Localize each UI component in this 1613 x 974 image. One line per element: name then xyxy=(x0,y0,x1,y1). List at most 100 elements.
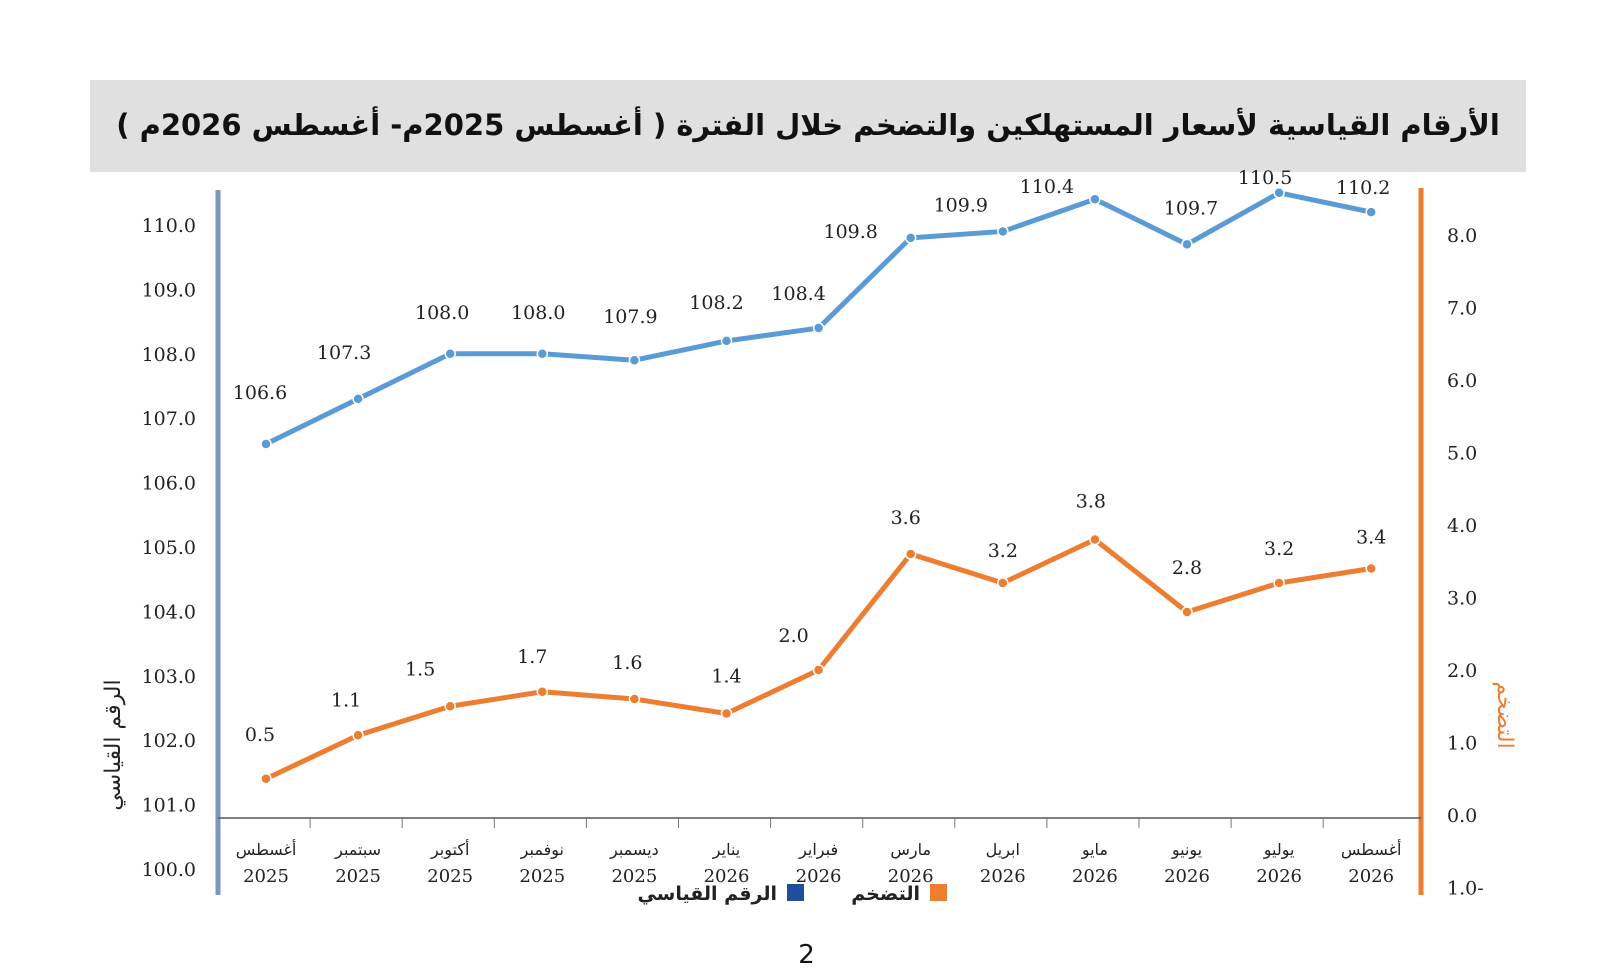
x-tick-label-month: سبتمبر xyxy=(334,840,381,860)
y-left-tick-label: 110.0 xyxy=(142,215,196,237)
x-tick-label-year: 2025 xyxy=(611,866,657,887)
index-point xyxy=(628,354,641,366)
inflation-point xyxy=(1089,533,1101,546)
index-point xyxy=(1365,206,1377,218)
index-point xyxy=(997,225,1009,238)
y-right-tick-label: 3.0 xyxy=(1447,588,1477,610)
y-left-tick-label: 101.0 xyxy=(142,795,196,817)
y-right-tick-label: 4.0 xyxy=(1447,515,1477,537)
inflation-point xyxy=(536,686,549,698)
index-data-label: 107.3 xyxy=(317,342,371,364)
y-right-tick-label: 1.0- xyxy=(1447,878,1484,900)
chart-lines xyxy=(260,187,1377,785)
inflation-data-label: 1.6 xyxy=(612,652,642,674)
x-tick-label-month: يناير xyxy=(712,840,740,860)
inflation-data-label: 3.2 xyxy=(988,540,1018,562)
x-tick-label-year: 2026 xyxy=(704,866,750,887)
chart-data-labels: 106.6 107.3 108.0 108.0 107.9 108.2 108.4 109.8… xyxy=(233,167,1391,746)
index-point xyxy=(720,335,733,347)
x-tick-label-month: ديسمبر xyxy=(609,840,659,860)
index-data-label: 110.4 xyxy=(1020,176,1074,198)
chart-legend: الرقم القياسي التضخم xyxy=(637,883,947,905)
index-data-label: 108.0 xyxy=(511,302,565,324)
inflation-point xyxy=(1365,562,1377,575)
y-left-tick-label: 106.0 xyxy=(142,473,196,495)
inflation-data-label: 1.5 xyxy=(405,658,435,680)
inflation-point xyxy=(444,700,456,712)
x-tick-label-year: 2025 xyxy=(519,866,565,887)
y-left-tick-label: 103.0 xyxy=(142,666,196,688)
x-tick-label-year: 2025 xyxy=(335,866,381,887)
inflation-point xyxy=(1273,577,1285,589)
chart-title: الأرقام القياسية لأسعار المستهلكين والتض… xyxy=(116,108,1500,142)
index-data-label: 110.2 xyxy=(1336,177,1390,199)
x-tick-label-month: يونيو xyxy=(1171,840,1202,860)
x-tick-label-month: يوليو xyxy=(1263,840,1295,860)
y-left-tick-label: 100.0 xyxy=(142,859,196,881)
index-point xyxy=(260,438,272,450)
inflation-data-label: 2.8 xyxy=(1172,557,1202,579)
index-point xyxy=(812,322,825,334)
y-left-axis-title: الرقم القياسي xyxy=(101,679,126,810)
inflation-data-label: 3.6 xyxy=(891,507,921,529)
inflation-point xyxy=(997,577,1009,589)
x-tick-label-year: 2026 xyxy=(1256,866,1302,887)
x-tick-label-month: أغسطس xyxy=(236,839,297,860)
inflation-data-label: 3.4 xyxy=(1356,527,1386,549)
index-data-label: 110.5 xyxy=(1238,167,1292,189)
y-right-tick-label: 8.0 xyxy=(1447,225,1477,247)
inflation-point xyxy=(904,548,917,560)
x-tick-label-year: 2026 xyxy=(980,866,1026,887)
y-left-tick-label: 107.0 xyxy=(142,408,196,430)
x-tick-label-month: أغسطس xyxy=(1341,839,1402,860)
title-bar: الأرقام القياسية لأسعار المستهلكين والتض… xyxy=(90,80,1526,172)
legend-label-inflation: التضخم xyxy=(851,883,920,905)
inflation-data-label: 1.1 xyxy=(331,689,361,711)
legend-swatch-inflation xyxy=(930,884,947,901)
index-point xyxy=(1273,187,1285,199)
index-point xyxy=(904,232,917,244)
index-point xyxy=(1181,238,1193,251)
inflation-data-label: 3.8 xyxy=(1076,491,1106,513)
inflation-point xyxy=(352,729,364,741)
index-point xyxy=(352,393,364,405)
inflation-data-label: 3.2 xyxy=(1264,538,1294,560)
y-right-tick-label: 2.0 xyxy=(1447,660,1477,682)
page-number: 2 xyxy=(798,940,815,970)
y-right-tick-label: 0.0 xyxy=(1447,805,1477,827)
index-point xyxy=(1089,193,1101,205)
index-data-label: 109.8 xyxy=(823,221,877,243)
y-right-tick-label: 1.0 xyxy=(1447,733,1477,755)
chart-axes: أغسطس 2025 سبتمبر 2025 أكتوبر 2025 نوفمبر 2025 د… xyxy=(101,188,1517,900)
x-tick-label-year: 2026 xyxy=(1072,866,1118,887)
x-tick-label-year: 2026 xyxy=(1164,866,1210,887)
x-tick-label-year: 2025 xyxy=(427,866,473,887)
x-tick-label-year: 2026 xyxy=(796,866,842,887)
index-data-label: 109.7 xyxy=(1164,197,1218,219)
inflation-point xyxy=(260,773,272,785)
y-left-tick-label: 105.0 xyxy=(142,537,196,559)
x-tick-label-month: مارس xyxy=(890,840,931,860)
x-tick-label-year: 2025 xyxy=(243,866,289,887)
legend-label-index: الرقم القياسي xyxy=(637,883,777,905)
index-point xyxy=(444,348,456,360)
y-right-tick-label: 5.0 xyxy=(1447,443,1477,465)
y-right-axis-title: التضخم xyxy=(1492,681,1517,748)
legend-swatch-index xyxy=(787,884,804,901)
y-left-tick-label: 102.0 xyxy=(142,730,196,752)
index-data-label: 108.4 xyxy=(771,283,825,305)
y-left-tick-label: 108.0 xyxy=(142,344,196,366)
index-data-label: 108.0 xyxy=(415,302,469,324)
y-right-tick-label: 6.0 xyxy=(1447,370,1477,392)
index-data-label: 108.2 xyxy=(689,292,743,314)
y-left-tick-label: 109.0 xyxy=(142,279,196,301)
index-data-label: 109.9 xyxy=(934,194,988,216)
index-data-label: 107.9 xyxy=(603,306,657,328)
inflation-data-label: 1.7 xyxy=(517,646,547,668)
y-left-tick-label: 104.0 xyxy=(142,601,196,623)
index-point xyxy=(536,348,549,360)
x-tick-label-year: 2026 xyxy=(888,866,934,887)
inflation-data-label: 2.0 xyxy=(778,625,808,647)
inflation-data-label: 1.4 xyxy=(711,666,741,688)
